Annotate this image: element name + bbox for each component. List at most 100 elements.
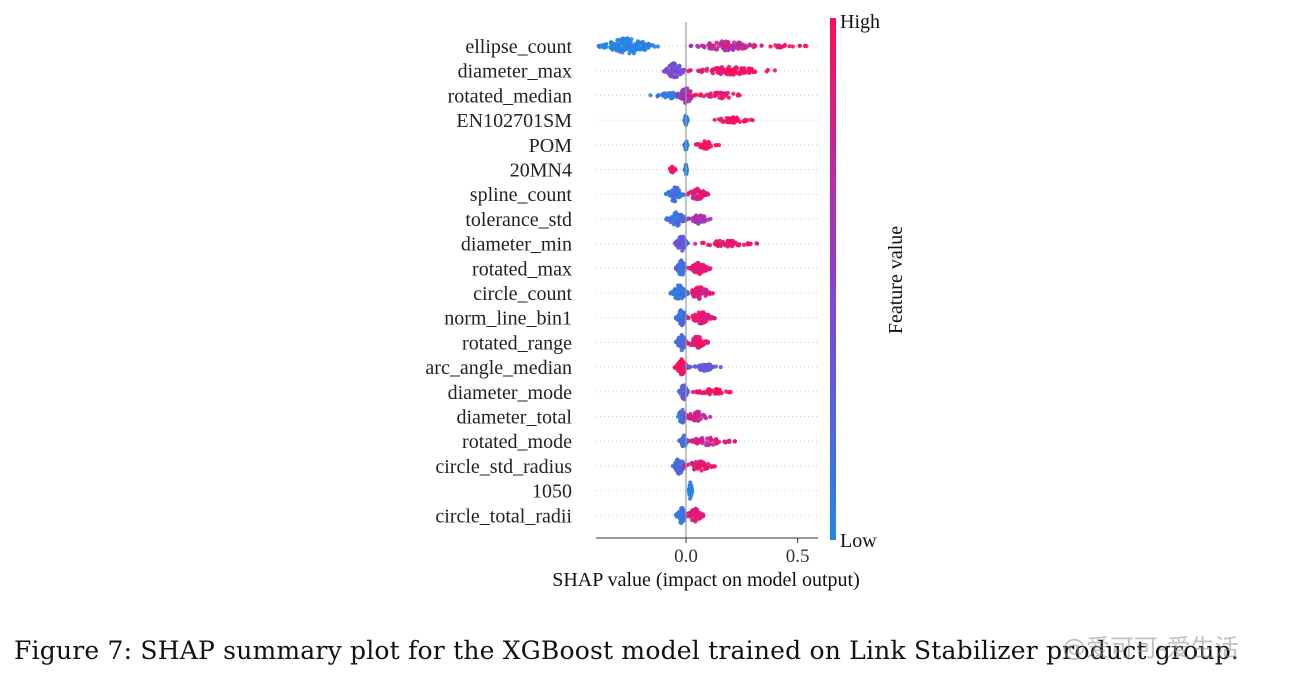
shap-point: [700, 310, 705, 315]
shap-point: [712, 117, 717, 122]
shap-point: [693, 241, 698, 246]
feature-label: spline_count: [470, 184, 573, 206]
shap-point: [701, 412, 706, 417]
shap-point: [700, 364, 705, 369]
shap-point: [695, 343, 700, 348]
shap-point: [706, 442, 711, 447]
shap-point: [713, 364, 719, 369]
shap-point: [709, 464, 714, 470]
shap-point: [701, 463, 706, 468]
shap-point: [633, 42, 638, 47]
shap-point: [696, 289, 701, 294]
shap-point: [706, 192, 711, 197]
shap-point: [677, 64, 682, 69]
x-axis: 0.0 0.5: [596, 537, 818, 567]
colorbar-title: Feature value: [885, 226, 907, 334]
figure-caption: Figure 7: SHAP summary plot for the XGBo…: [14, 636, 1240, 665]
shap-point: [736, 243, 742, 248]
shap-point: [628, 45, 633, 50]
shap-point: [643, 47, 648, 52]
shap-point: [614, 46, 619, 51]
feature-label: diameter_mode: [448, 382, 573, 404]
shap-point: [747, 242, 752, 247]
shap-point: [692, 411, 698, 416]
shap-point: [699, 43, 704, 48]
feature-label: circle_total_radii: [435, 505, 572, 527]
shap-point: [676, 312, 681, 317]
shap-point: [678, 308, 683, 313]
shap-point: [797, 43, 803, 48]
shap-point: [694, 285, 700, 290]
shap-point: [699, 342, 704, 347]
shap-point: [696, 215, 701, 220]
shap-point: [804, 44, 809, 49]
feature-label: norm_line_bin1: [444, 308, 572, 330]
shap-point: [676, 468, 681, 473]
shap-point: [700, 143, 705, 148]
shap-point: [699, 468, 704, 473]
shap-point: [713, 143, 718, 148]
shap-point: [678, 262, 683, 267]
shap-point: [702, 216, 707, 222]
shap-point: [617, 49, 622, 54]
shap-point: [616, 42, 621, 47]
shap-point: [684, 169, 689, 175]
shap-point: [692, 191, 697, 196]
feature-label: circle_std_radius: [435, 456, 572, 478]
shap-point: [704, 317, 709, 322]
shap-point: [735, 71, 740, 76]
shap-point: [707, 94, 712, 99]
feature-label: POM: [529, 135, 573, 157]
shap-point: [686, 364, 691, 369]
shap-point: [724, 241, 729, 246]
shap-point: [699, 316, 704, 321]
shap-point: [603, 42, 609, 47]
shap-point: [709, 437, 714, 442]
shap-point: [624, 46, 629, 51]
shap-point: [779, 44, 784, 49]
shap-point: [721, 91, 726, 96]
shap-point: [674, 69, 679, 74]
feature-label: diameter_min: [461, 234, 572, 256]
shap-point: [640, 39, 645, 44]
shap-point: [716, 143, 722, 148]
shap-point: [755, 241, 760, 246]
shap-point: [679, 93, 685, 98]
shap-point: [688, 484, 694, 489]
shap-point: [704, 289, 709, 294]
shap-point: [743, 69, 749, 74]
colorbar-high-label: High: [840, 11, 880, 33]
shap-point: [675, 185, 680, 191]
shap-point: [668, 73, 673, 78]
shap-point: [693, 364, 698, 369]
shap-point: [711, 316, 716, 321]
shap-point: [735, 92, 740, 98]
shap-point: [705, 436, 710, 441]
shap-point: [733, 116, 738, 121]
shap-point: [680, 213, 685, 218]
shap-point: [721, 95, 726, 100]
shap-point: [667, 63, 673, 68]
shap-point: [700, 287, 705, 292]
shap-point: [622, 42, 627, 47]
shap-point: [681, 385, 687, 390]
shap-point: [724, 389, 729, 394]
shap-point: [696, 364, 701, 369]
shap-point: [681, 218, 687, 223]
feature-label: rotated_max: [472, 258, 572, 280]
shap-point: [709, 46, 714, 51]
shap-point: [703, 340, 708, 346]
shap-point: [696, 418, 701, 423]
shap-point: [690, 288, 695, 293]
shap-point: [599, 43, 604, 48]
shap-point: [694, 92, 699, 97]
shap-point: [697, 293, 702, 299]
shap-point: [678, 465, 683, 470]
shap-point: [680, 237, 685, 242]
colorbar: [830, 18, 836, 540]
shap-point: [732, 40, 737, 45]
shap-point: [704, 367, 709, 373]
shap-point: [677, 191, 682, 196]
shap-point: [686, 216, 692, 221]
